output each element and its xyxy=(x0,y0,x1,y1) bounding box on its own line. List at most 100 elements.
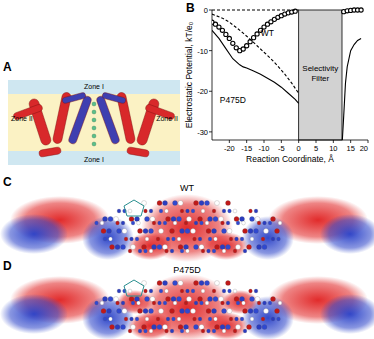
atom xyxy=(261,237,265,241)
atom xyxy=(172,237,176,241)
atom xyxy=(184,221,188,225)
atom xyxy=(180,309,185,314)
atom xyxy=(236,245,241,250)
atom xyxy=(129,297,134,302)
atom xyxy=(254,309,259,314)
potential-cloud xyxy=(204,232,248,260)
line xyxy=(212,14,299,93)
atom xyxy=(144,249,148,253)
atom xyxy=(208,217,213,222)
panel-title: WT xyxy=(180,183,194,193)
atom xyxy=(122,229,127,234)
ion xyxy=(92,110,96,114)
atom xyxy=(243,229,248,234)
atom xyxy=(109,317,113,321)
atom xyxy=(233,209,237,213)
atom xyxy=(199,325,204,330)
zone-label: Zone II xyxy=(156,115,178,122)
atom xyxy=(122,309,127,314)
atom xyxy=(222,329,226,333)
atom xyxy=(145,237,149,241)
atom xyxy=(215,325,220,330)
atom xyxy=(170,249,174,253)
atom xyxy=(201,209,205,213)
point xyxy=(245,44,249,48)
atom xyxy=(173,301,177,305)
y-tick xyxy=(209,50,212,51)
atom xyxy=(121,301,125,305)
atom xyxy=(130,317,134,321)
atom xyxy=(212,289,216,293)
atom xyxy=(250,237,254,241)
atom xyxy=(186,329,190,333)
atom xyxy=(115,245,120,250)
atom xyxy=(124,237,128,241)
atom xyxy=(149,229,154,234)
atom xyxy=(165,289,169,293)
atom xyxy=(264,229,269,234)
atom xyxy=(191,229,196,234)
atom xyxy=(135,237,139,241)
atom xyxy=(100,221,104,225)
atom xyxy=(177,317,181,321)
atom xyxy=(177,217,182,222)
atom xyxy=(201,289,205,293)
point xyxy=(217,25,221,29)
atom xyxy=(180,329,184,333)
atom xyxy=(149,329,153,333)
atom xyxy=(135,317,139,321)
atom xyxy=(222,289,226,293)
atom xyxy=(128,289,132,293)
atom xyxy=(226,281,231,286)
atom xyxy=(95,221,99,225)
atom xyxy=(95,301,99,305)
atom xyxy=(159,209,163,213)
atom xyxy=(194,201,199,206)
helix xyxy=(96,95,121,145)
atom xyxy=(226,245,231,250)
atom xyxy=(101,309,106,314)
atom xyxy=(275,309,280,314)
membrane xyxy=(8,94,180,151)
atom xyxy=(166,317,170,321)
atom xyxy=(114,297,119,302)
atom xyxy=(178,201,183,206)
atom xyxy=(143,229,148,234)
atom xyxy=(194,221,198,225)
atom xyxy=(200,301,204,305)
atom xyxy=(114,217,119,222)
line xyxy=(212,9,299,10)
atom xyxy=(257,221,261,225)
atom xyxy=(159,309,164,314)
atom xyxy=(214,237,218,241)
x-tick xyxy=(333,140,334,143)
atom xyxy=(277,317,281,321)
atom xyxy=(142,245,147,250)
atom xyxy=(254,209,258,213)
atom xyxy=(149,289,153,293)
atom xyxy=(137,301,141,305)
panel-label: A xyxy=(3,60,12,74)
selectivity-filter xyxy=(299,10,342,140)
point xyxy=(227,36,231,40)
atom xyxy=(205,221,209,225)
y-tick xyxy=(209,10,212,11)
atom xyxy=(249,289,253,293)
atom xyxy=(214,317,218,321)
atom xyxy=(163,245,168,250)
atom xyxy=(108,297,113,302)
atom xyxy=(228,209,232,213)
atom xyxy=(163,325,168,330)
atom xyxy=(207,329,211,333)
x-tick-label: 10 xyxy=(329,144,337,153)
atom xyxy=(131,325,136,330)
atom xyxy=(271,217,276,222)
atom xyxy=(135,217,140,222)
atom xyxy=(227,229,232,234)
atom xyxy=(163,221,167,225)
atom xyxy=(103,297,108,302)
atom xyxy=(186,249,190,253)
atom xyxy=(243,249,247,253)
atom xyxy=(243,309,248,314)
x-axis xyxy=(212,140,368,141)
